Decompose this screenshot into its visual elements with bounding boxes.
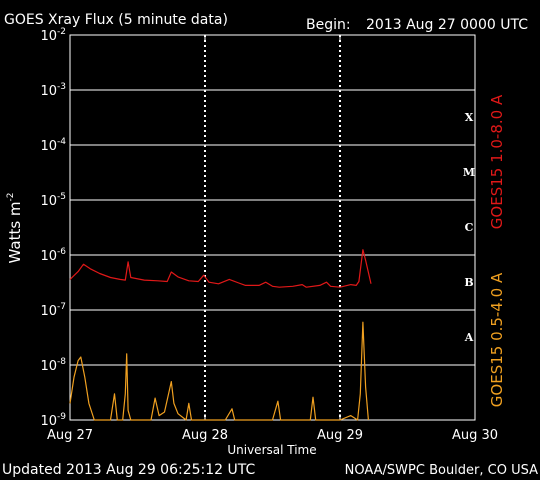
y-tick-label: 10-7 (40, 302, 66, 319)
credit-text: NOAA/SWPC Boulder, CO USA (345, 463, 538, 478)
begin-value: 2013 Aug 27 0000 UTC (366, 17, 528, 33)
chart-title: GOES Xray Flux (5 minute data) (4, 12, 228, 28)
y-tick-labels: 10-210-310-410-510-610-710-810-9 (40, 27, 66, 429)
y-tick-label: 10-6 (40, 247, 66, 264)
y-tick-label: 10-4 (40, 137, 66, 154)
y-axis-label-exp: -2 (6, 192, 16, 201)
y-tick-label: 10-2 (40, 27, 66, 44)
y-tick-base: 10 (40, 84, 57, 99)
x-tick-label: Aug 27 (47, 428, 93, 443)
flare-class-labels: X M C B A (463, 111, 475, 344)
y-tick-exp: -3 (57, 82, 66, 92)
x-axis-label: Universal Time (227, 443, 316, 457)
flare-class-x: X (465, 111, 474, 124)
y-tick-base: 10 (40, 304, 57, 319)
flux-series (69, 249, 372, 421)
y-tick-base: 10 (40, 139, 57, 154)
legend-goes15-short: GOES15 0.5-4.0 A (488, 272, 506, 407)
y-tick-base: 10 (40, 194, 57, 209)
y-tick-label: 10-3 (40, 82, 66, 99)
flare-class-a: A (464, 331, 474, 344)
day-boundary-lines (204, 35, 341, 420)
y-tick-exp: -9 (57, 412, 66, 422)
y-tick-exp: -7 (57, 302, 66, 312)
flare-class-c: C (465, 221, 474, 234)
begin-label: Begin: (306, 17, 351, 33)
y-tick-label: 10-5 (40, 192, 66, 209)
y-tick-base: 10 (40, 29, 57, 44)
series-goes15-short (69, 321, 369, 421)
plot-frame (69, 34, 476, 421)
grid-lines (70, 89, 475, 366)
series-goes15-long (69, 249, 372, 288)
legend-goes15-long: GOES15 1.0-8.0 A (488, 94, 506, 229)
x-tick-marks (69, 35, 476, 420)
x-tick-labels: Aug 27 Aug 28 Aug 29 Aug 30 (47, 428, 498, 443)
y-tick-exp: -2 (57, 27, 66, 37)
y-axis-label-base: Watts m (6, 201, 24, 263)
y-tick-label: 10-8 (40, 357, 66, 374)
updated-timestamp: Updated 2013 Aug 29 06:25:12 UTC (2, 462, 255, 478)
x-tick-label: Aug 30 (452, 428, 498, 443)
y-tick-exp: -6 (57, 247, 66, 257)
y-tick-exp: -4 (57, 137, 66, 147)
y-tick-base: 10 (40, 359, 57, 374)
x-tick-label: Aug 28 (182, 428, 228, 443)
y-tick-exp: -8 (57, 357, 66, 367)
flare-class-b: B (464, 276, 473, 289)
y-tick-base: 10 (40, 414, 57, 429)
x-tick-label: Aug 29 (317, 428, 363, 443)
y-tick-base: 10 (40, 249, 57, 264)
flare-class-m: M (463, 166, 475, 179)
y-tick-exp: -5 (57, 192, 66, 202)
y-axis-label: Watts m-2 (6, 192, 24, 263)
y-tick-label: 10-9 (40, 412, 66, 429)
